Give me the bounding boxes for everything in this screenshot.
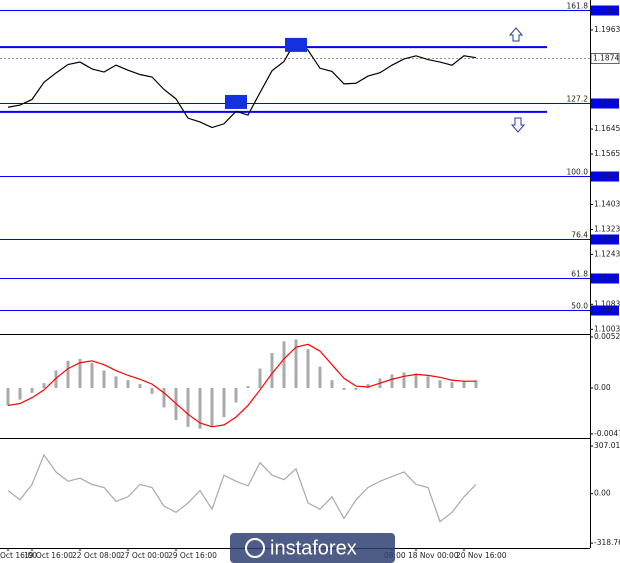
level-price-label: 1.1496 — [593, 172, 619, 181]
watermark-text: instaforex — [270, 537, 357, 559]
macd-bar — [18, 387, 22, 400]
current-price-label: 1.1874 — [593, 54, 619, 63]
x-tick-label: 20 Nov 16:00 — [456, 551, 507, 560]
arrow-down — [510, 117, 526, 133]
macd-bar — [210, 387, 214, 427]
y-tick-label: 1.1963 — [594, 25, 620, 34]
arrow-up — [508, 27, 524, 42]
macd-bar — [54, 370, 58, 388]
macd-bar — [282, 341, 286, 388]
y-tick-label: 0.00526 — [594, 332, 620, 341]
macd-bar — [6, 387, 10, 406]
level-price-label: 1.2027 — [593, 6, 619, 15]
macd-bar — [246, 386, 250, 388]
y-tick-label: -0.00473 — [594, 429, 620, 438]
macd-bar — [138, 384, 142, 388]
fibo-level-label: 76.4 — [571, 231, 588, 240]
y-tick-label: 1.1323 — [594, 224, 620, 233]
level-price-label: 1.1065 — [593, 306, 619, 315]
macd-bar — [198, 387, 202, 429]
price-line — [7, 39, 477, 129]
macd-bar — [102, 370, 106, 388]
x-tick-label: 29 Oct 16:00 — [168, 551, 217, 560]
level-price-box — [591, 273, 619, 284]
y-tick-label: 1.1083 — [594, 299, 620, 308]
macd-bar — [330, 380, 334, 388]
macd-bar — [390, 374, 394, 388]
level-price-box — [591, 98, 619, 109]
fibo-level-label: 50.0 — [571, 302, 588, 311]
macd-bar — [114, 376, 118, 388]
macd-bar — [294, 339, 298, 388]
macd-bar — [402, 372, 406, 388]
macd-bar — [234, 387, 238, 403]
macd-bar — [126, 380, 130, 388]
level-price-box — [591, 5, 619, 16]
macd-bar — [306, 349, 310, 388]
macd-bar — [414, 373, 418, 388]
watermark-logo — [245, 538, 265, 558]
y-tick-label: 1.1243 — [594, 249, 620, 258]
macd-bar — [270, 353, 274, 388]
arrow-up-icon — [508, 27, 524, 42]
y-tick-label: 0.00 — [594, 383, 611, 392]
level-price-box — [591, 171, 619, 182]
macd-bar — [462, 381, 466, 388]
fibo-level-label: 127.2 — [567, 95, 589, 104]
macd-signal-line — [7, 343, 476, 428]
macd-bar — [366, 384, 370, 388]
macd-bar — [450, 382, 454, 388]
arrow-down-icon — [510, 117, 526, 133]
x-tick-label: 22 Oct 08:00 — [72, 551, 121, 560]
macd-bar — [258, 368, 262, 388]
level-price-label: 1.1167 — [593, 274, 619, 283]
macd-bar — [66, 360, 70, 388]
x-tick-label: 27 Oct 00:00 — [120, 551, 169, 560]
y-tick-label: -318.767 — [594, 538, 620, 547]
macd-bar — [438, 380, 442, 388]
macd-bar — [162, 387, 166, 408]
level-price-label: 1.1294 — [593, 235, 619, 244]
macd-bar — [186, 387, 190, 427]
fibo-level-label: 100.0 — [567, 168, 589, 177]
macd-bar — [42, 383, 46, 388]
macd-bar — [30, 387, 34, 393]
signal-marker — [285, 37, 307, 52]
x-tick-label: Oct 16:00 — [0, 551, 37, 560]
x-tick-label: 19 Oct 16:00 — [24, 551, 73, 560]
watermark: instaforex — [230, 533, 395, 563]
y-tick-label: 0.00 — [594, 489, 611, 498]
level-price-label: 1.1729 — [593, 99, 619, 108]
y-tick-label: 1.1003 — [594, 324, 620, 333]
macd-bar — [90, 362, 94, 388]
y-tick-label: 1.1565 — [594, 149, 620, 158]
signal-marker — [225, 94, 247, 109]
y-tick-label: 1.1645 — [594, 124, 620, 133]
x-tick-label: 18 Nov 00:00 — [408, 551, 459, 560]
cci-line — [7, 453, 477, 523]
macd-bar — [426, 376, 430, 388]
macd-bar — [342, 387, 346, 390]
current-price-box — [590, 53, 620, 64]
macd-bar — [318, 366, 322, 388]
y-tick-label: 1.1403 — [594, 200, 620, 209]
macd-bar — [78, 358, 82, 388]
watermark-box — [230, 533, 395, 563]
macd-bar — [474, 380, 478, 388]
macd-bar — [222, 387, 226, 418]
macd-bar — [354, 387, 358, 390]
level-price-box — [591, 234, 619, 245]
fibo-level-label: 61.8 — [571, 270, 588, 279]
macd-bar — [150, 387, 154, 394]
level-price-box — [591, 305, 619, 316]
fibo-level-label: 161.8 — [567, 2, 589, 11]
